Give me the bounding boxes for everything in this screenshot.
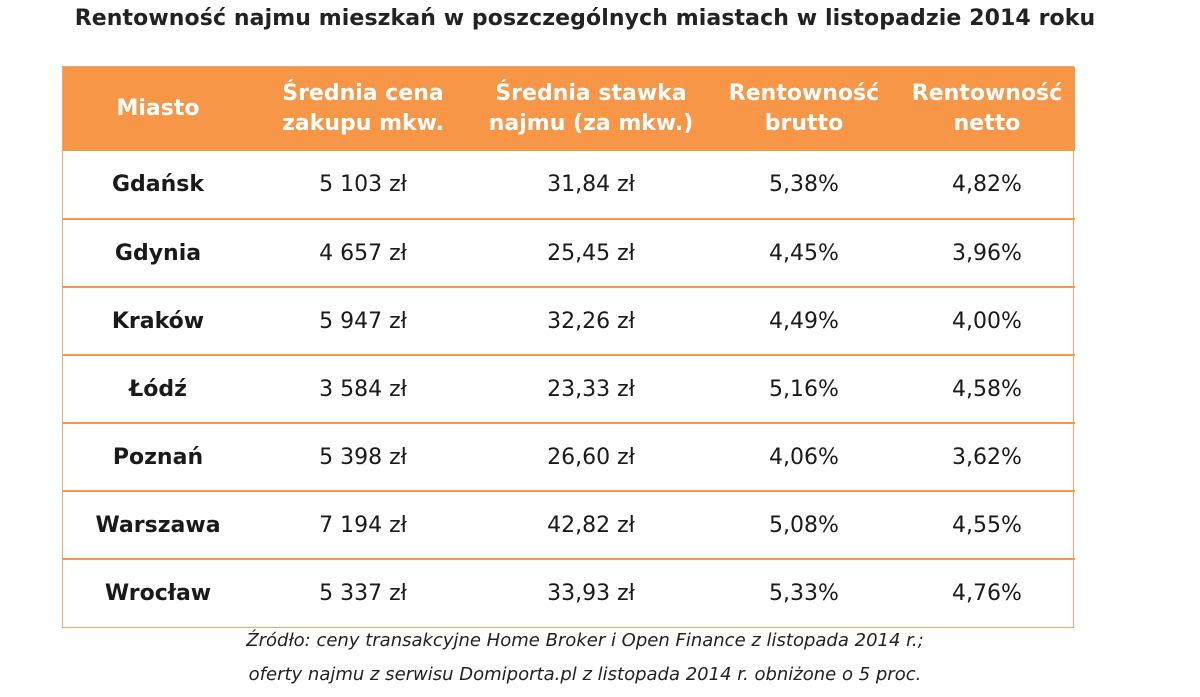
purchase-price-cell: 5 398 zł bbox=[253, 422, 473, 491]
header-city: Miasto bbox=[63, 67, 253, 151]
city-cell: Kraków bbox=[63, 286, 253, 355]
header-gross-yield: Rentowność brutto bbox=[709, 67, 899, 151]
table-row: Warszawa 7 194 zł 42,82 zł 5,08% 4,55% bbox=[63, 490, 1075, 559]
net-yield-cell: 4,58% bbox=[899, 354, 1075, 423]
net-yield-cell: 4,76% bbox=[899, 558, 1075, 627]
chart-title: Rentowność najmu mieszkań w poszczególny… bbox=[74, 6, 1096, 31]
net-yield-cell: 3,96% bbox=[899, 218, 1075, 287]
gross-yield-cell: 5,33% bbox=[709, 558, 899, 627]
table-row: Poznań 5 398 zł 26,60 zł 4,06% 3,62% bbox=[63, 422, 1075, 491]
gross-yield-cell: 4,45% bbox=[709, 218, 899, 287]
purchase-price-cell: 3 584 zł bbox=[253, 354, 473, 423]
purchase-price-cell: 7 194 zł bbox=[253, 490, 473, 559]
net-yield-cell: 4,82% bbox=[952, 172, 1022, 197]
header-net-yield: Rentowność netto bbox=[899, 67, 1075, 151]
net-yield-cell: 4,00% bbox=[899, 286, 1075, 355]
table-row: Gdynia 4 657 zł 25,45 zł 4,45% 3,96% bbox=[63, 218, 1075, 287]
city-cell: Warszawa bbox=[63, 490, 253, 559]
purchase-price-cell: 5 103 zł bbox=[319, 172, 407, 197]
header-avg-purchase-price: Średnia cena zakupu mkw. bbox=[253, 67, 473, 151]
table-header: Miasto Średnia cena zakupu mkw. Średnia sta… bbox=[63, 67, 1075, 151]
net-yield-cell: 4,55% bbox=[899, 490, 1075, 559]
city-cell: Poznań bbox=[63, 422, 253, 491]
purchase-price-cell: 4 657 zł bbox=[253, 218, 473, 287]
header-label-line: Miasto bbox=[116, 96, 200, 121]
rent-rate-cell: 42,82 zł bbox=[473, 490, 709, 559]
rent-rate-cell: 25,45 zł bbox=[473, 218, 709, 287]
gross-yield-cell: 5,16% bbox=[709, 354, 899, 423]
header-label-line: Rentowność bbox=[911, 81, 1063, 106]
header-avg-rent-rate: Średnia stawka najmu (za mkw.) bbox=[473, 67, 709, 151]
rent-rate-cell: 32,26 zł bbox=[473, 286, 709, 355]
table-body: Gdańsk 5 103 zł 31,84 zł 5,38% 4,82% Gdynia 4 … bbox=[63, 151, 1075, 627]
header-label-line: najmu (za mkw.) bbox=[488, 111, 694, 136]
source-note-line-2: oferty najmu z serwisu Domiporta.pl z li… bbox=[248, 664, 922, 685]
rent-rate-cell: 23,33 zł bbox=[473, 354, 709, 423]
header-row: Miasto Średnia cena zakupu mkw. Średnia sta… bbox=[63, 67, 1075, 151]
gross-yield-cell: 5,38% bbox=[769, 172, 839, 197]
city-cell: Wrocław bbox=[63, 558, 253, 627]
header-label-line: netto bbox=[953, 111, 1021, 136]
gross-yield-cell: 5,08% bbox=[709, 490, 899, 559]
header-label-line: zakupu mkw. bbox=[282, 111, 444, 136]
source-note-line-1: Źródło: ceny transakcyjne Home Broker i … bbox=[246, 630, 924, 651]
rent-rate-cell: 31,84 zł bbox=[547, 172, 635, 197]
rent-rate-cell: 26,60 zł bbox=[473, 422, 709, 491]
header-label-line: Średnia cena bbox=[282, 81, 444, 106]
rental-yield-table-container: Miasto Średnia cena zakupu mkw. Średnia sta… bbox=[62, 66, 1075, 628]
rent-rate-cell: 33,93 zł bbox=[473, 558, 709, 627]
header-label-line: Średnia stawka bbox=[495, 81, 687, 106]
table-row: Łódź 3 584 zł 23,33 zł 5,16% 4,58% bbox=[63, 354, 1075, 423]
table-row: Wrocław 5 337 zł 33,93 zł 5,33% 4,76% bbox=[63, 558, 1075, 627]
purchase-price-cell: 5 947 zł bbox=[253, 286, 473, 355]
city-cell: Gdańsk bbox=[111, 172, 205, 197]
gross-yield-cell: 4,06% bbox=[709, 422, 899, 491]
purchase-price-cell: 5 337 zł bbox=[253, 558, 473, 627]
rental-yield-table: Miasto Średnia cena zakupu mkw. Średnia sta… bbox=[63, 67, 1075, 627]
header-label-line: Rentowność bbox=[728, 81, 880, 106]
header-label-line: brutto bbox=[764, 111, 844, 136]
table-row: Gdańsk 5 103 zł 31,84 zł 5,38% 4,82% bbox=[63, 151, 1075, 219]
city-cell: Gdynia bbox=[63, 218, 253, 287]
city-cell: Łódź bbox=[63, 354, 253, 423]
net-yield-cell: 3,62% bbox=[899, 422, 1075, 491]
table-row: Kraków 5 947 zł 32,26 zł 4,49% 4,00% bbox=[63, 286, 1075, 355]
gross-yield-cell: 4,49% bbox=[709, 286, 899, 355]
